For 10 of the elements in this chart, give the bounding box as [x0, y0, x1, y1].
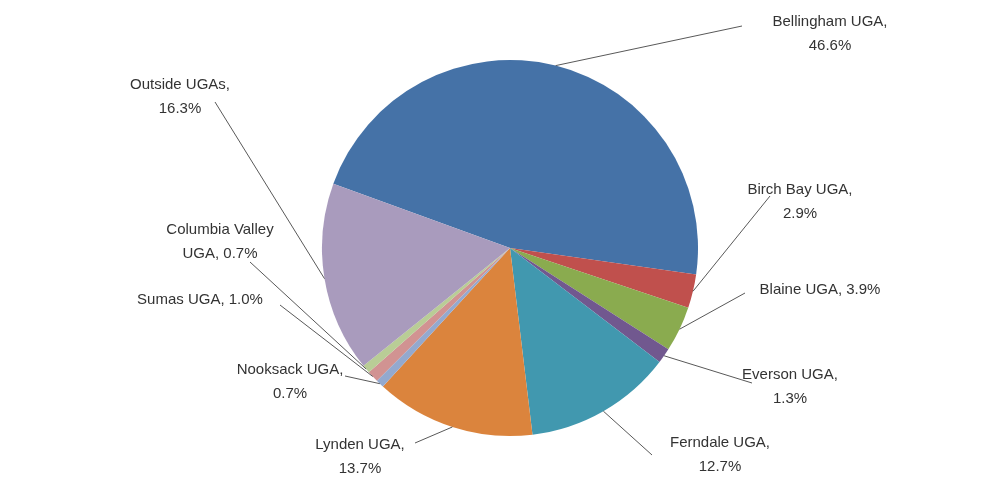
slice-label: Nooksack UGA, 0.7% [236, 360, 344, 402]
slice-label: Sumas UGA, 1.0% [137, 290, 263, 308]
slice-label: Columbia Valley UGA, 0.7% [166, 220, 275, 262]
slice-label: Birch Bay UGA, 2.9% [747, 180, 853, 222]
slice-label: Blaine UGA, 3.9% [759, 280, 881, 298]
slice-label: Outside UGAs, 16.3% [129, 75, 231, 117]
slice-label: Ferndale UGA, 12.7% [669, 433, 771, 475]
slice-label: Bellingham UGA, 46.6% [772, 12, 888, 54]
slice-label: Everson UGA, 1.3% [742, 365, 838, 407]
slice-label: Lynden UGA, 13.7% [315, 435, 405, 477]
